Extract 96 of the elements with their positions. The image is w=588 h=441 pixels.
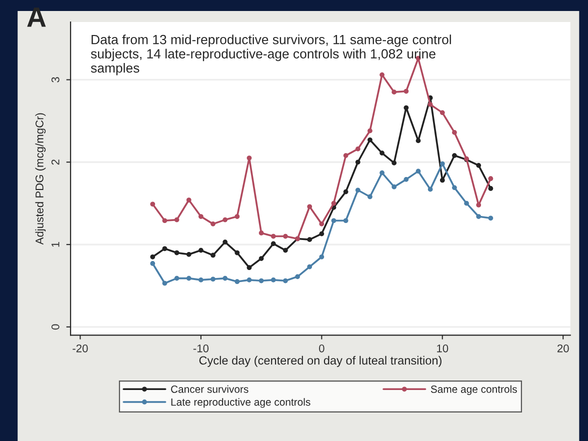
x-tick-label: 10 [437,344,448,352]
point [343,189,348,194]
point [258,256,264,261]
point [222,217,228,222]
point [319,254,324,260]
annotation: Data from 13 mid-reproductive survivors, 11 same-age control subjects, 14 late-reproductive-age controls with 1,082 urine samples [90,34,451,76]
point [307,204,312,210]
point [452,153,457,158]
x-tick-label: 20 [557,344,569,352]
point [198,248,204,253]
point [222,240,228,244]
point [440,178,445,183]
point [162,218,168,224]
point [162,246,168,252]
legend-label: Cancer survivors [171,385,248,393]
point [343,153,348,158]
point [186,252,192,257]
point [368,194,372,200]
point [307,264,312,270]
point [488,186,494,191]
point [488,176,494,182]
point [270,278,276,282]
point [150,202,156,207]
point [476,202,482,208]
point [283,278,288,284]
point [428,186,433,192]
point [368,137,372,142]
point [174,217,180,222]
point [222,276,228,281]
point [234,214,240,219]
point [392,90,397,95]
point [476,162,482,168]
point [258,278,264,284]
point [355,160,360,165]
x-tick-label: 0 [319,344,324,352]
point [331,218,336,224]
point [404,88,409,94]
chart-title: A [27,8,46,27]
legend-label: Late reproductive age controls [171,398,310,408]
x-tick-label: -20 [72,344,88,352]
point [404,105,409,110]
legend-label: Same age controls [430,385,517,395]
point [150,261,156,266]
y-tick-label: 3 [51,77,60,82]
point [174,250,180,256]
point [380,150,384,156]
point [464,200,469,206]
point [174,276,180,281]
point [392,160,397,166]
point [331,200,336,206]
x-axis-title: Cycle day (centered on day of luteal transition) [199,356,442,367]
point [319,231,324,236]
point [476,214,482,219]
point [162,280,168,286]
point [234,279,240,284]
point [246,265,252,270]
point [380,170,384,176]
y-tick-label: 0 [51,324,60,330]
point [416,138,421,144]
point [380,72,384,78]
point [198,214,204,219]
point [404,177,409,182]
point [440,161,445,166]
point [307,237,312,242]
point [452,185,457,190]
point [392,184,397,190]
point [198,278,204,282]
point [258,230,264,236]
point [295,274,300,280]
point [246,278,252,282]
point [355,188,360,193]
y-tick-label: 2 [51,160,60,165]
point [428,102,433,107]
y-axis-title: Adjusted PDG (mcg/mgCr) [35,113,46,245]
point [270,241,276,246]
point [234,250,240,256]
x-tick-label: -10 [193,344,209,352]
point [368,128,372,134]
point [186,276,192,281]
point [488,216,494,221]
point [246,156,252,160]
y-tick-label: 1 [52,242,60,247]
point [355,146,360,152]
point [210,252,216,258]
point [186,198,192,202]
point [283,248,288,253]
point [270,234,276,239]
point [440,110,445,116]
point [210,221,216,226]
point [416,168,421,174]
point [452,130,457,135]
point [210,276,216,282]
point [319,221,324,226]
point [343,218,348,224]
point [283,234,288,239]
point [150,254,156,260]
